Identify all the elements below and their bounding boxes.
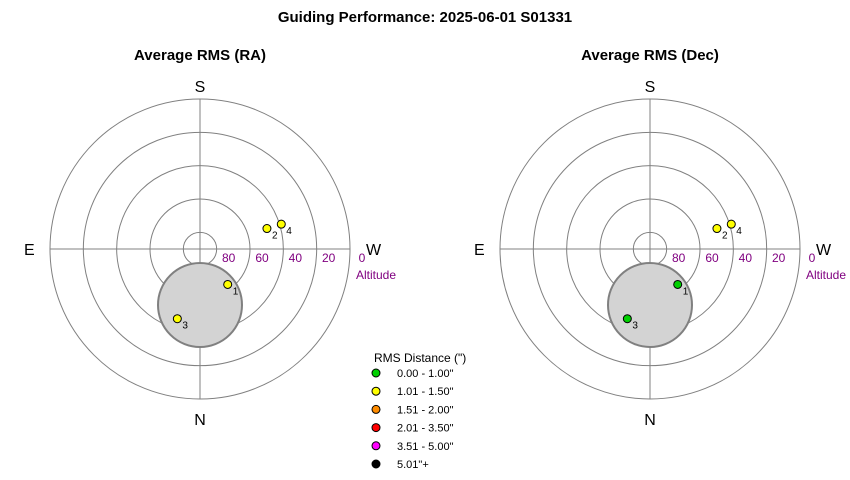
legend-swatch [371,441,381,451]
altitude-ring-0 [49,98,351,400]
data-point [223,279,233,289]
legend-title: RMS Distance (") [374,351,466,365]
compass-south: S [645,79,656,96]
exclusion-zone [157,262,243,348]
legend-swatch [371,386,381,396]
altitude-tick-label: 40 [739,251,753,265]
polar-chart-ra: Average RMS (RA) S N E W 80 60 40 20 0 Altitude 1 2 3… [24,47,396,429]
altitude-ring-0 [499,98,801,400]
compass-north: N [644,412,656,429]
altitude-tick-label: 80 [672,251,686,265]
data-point-label: 1 [683,286,689,297]
data-point-label: 4 [286,226,292,237]
data-point [673,279,683,289]
altitude-tick-label: 40 [289,251,303,265]
legend-swatch [371,368,381,378]
legend-swatch [371,404,381,414]
compass-east: E [474,242,485,259]
altitude-ring-20 [532,131,768,367]
altitude-axis-label: Altitude [356,268,396,282]
altitude-tick-label: 20 [322,251,336,265]
data-point [276,219,286,229]
exclusion-zone [607,262,693,348]
altitude-axis-label: Altitude [806,268,846,282]
compass-north: N [194,412,206,429]
compass-east: E [24,242,35,259]
compass-south: S [195,79,206,96]
legend-swatch [371,423,381,433]
altitude-tick-label: 60 [255,251,269,265]
legend-label: 3.51 - 5.00" [397,441,454,453]
legend-label: 5.01"+ [397,459,429,471]
chart-title: Average RMS (Dec) [581,47,719,64]
legend: RMS Distance (") 0.00 - 1.00" 1.01 - 1.50"… [371,351,466,471]
data-point [172,314,182,324]
altitude-ring-20 [82,131,318,367]
legend-swatch [371,459,381,469]
data-point-label: 4 [736,226,742,237]
altitude-tick-label: 0 [359,251,366,265]
data-point [726,219,736,229]
data-point [622,314,632,324]
altitude-tick-label: 80 [222,251,236,265]
data-point-label: 2 [722,231,728,242]
altitude-tick-label: 0 [809,251,816,265]
data-point [712,224,722,234]
data-point-label: 1 [233,286,239,297]
page-title: Guiding Performance: 2025-06-01 S01331 [277,9,573,26]
data-point [262,224,272,234]
data-point-label: 3 [182,321,188,332]
legend-label: 2.01 - 3.50" [397,423,454,435]
data-point-label: 3 [632,321,638,332]
legend-label: 1.51 - 2.00" [397,404,454,416]
polar-chart-dec: Average RMS (Dec) S N E W 80 60 40 20 0 Altitude 1 2… [474,47,846,429]
compass-west: W [816,242,832,259]
legend-label: 1.01 - 1.50" [397,386,454,398]
altitude-tick-label: 20 [772,251,786,265]
data-point-label: 2 [272,231,278,242]
legend-label: 0.00 - 1.00" [397,368,454,380]
compass-west: W [366,242,382,259]
altitude-tick-label: 60 [705,251,719,265]
chart-title: Average RMS (RA) [134,47,266,64]
